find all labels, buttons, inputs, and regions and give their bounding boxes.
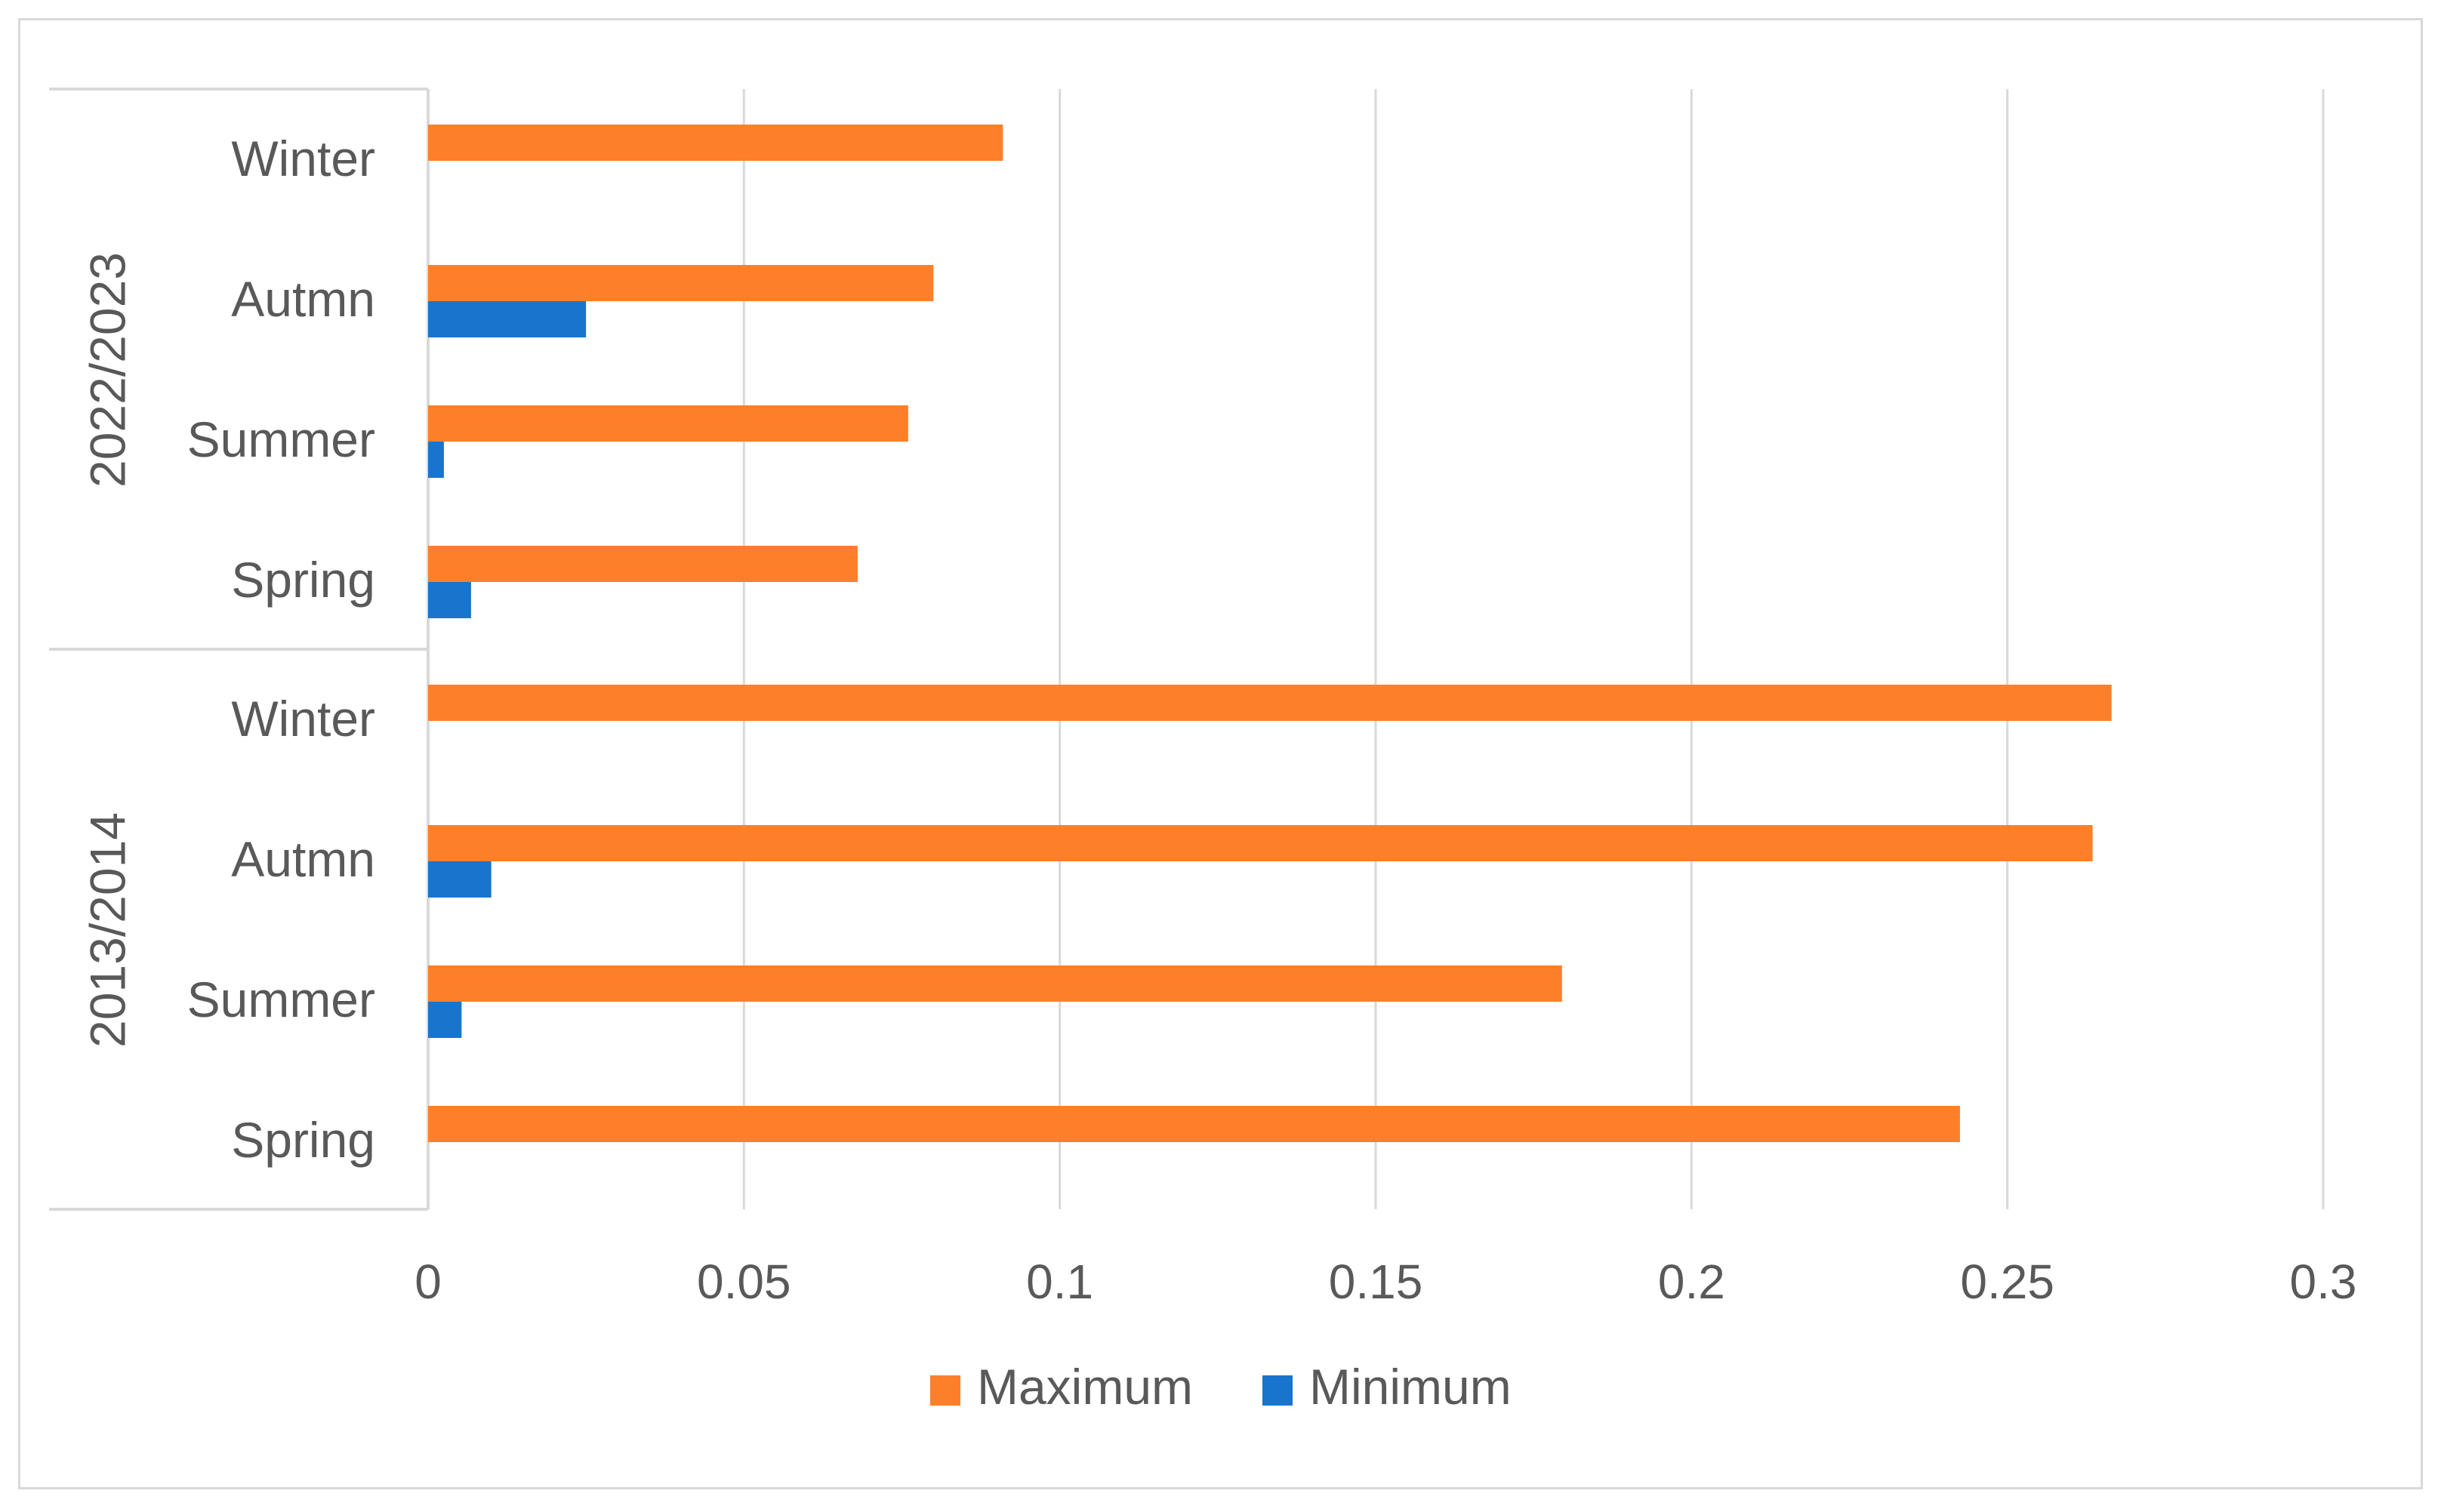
bar-minimum [428, 442, 444, 478]
category-label: Summer [187, 972, 375, 1027]
chart-frame [18, 18, 2423, 1489]
bar-minimum [428, 861, 492, 898]
category-label: Summer [187, 411, 375, 467]
x-tick-label: 0.1 [1026, 1255, 1093, 1309]
x-tick-label: 0.3 [2290, 1255, 2357, 1309]
category-label: Spring [231, 552, 375, 608]
category-label: Winter [231, 131, 375, 186]
legend-swatch-maximum [930, 1375, 960, 1406]
bar-maximum [428, 1106, 1960, 1142]
bar-minimum [428, 301, 587, 337]
bar-maximum [428, 965, 1562, 1002]
legend-label-maximum: Maximum [977, 1359, 1193, 1415]
bar-maximum [428, 825, 2093, 861]
group-label: 2022/2023 [79, 252, 135, 488]
legend-swatch-minimum [1262, 1375, 1293, 1406]
x-tick-label: 0.25 [1960, 1255, 2054, 1309]
legend-label-minimum: Minimum [1309, 1359, 1512, 1415]
category-label: Autmn [231, 271, 375, 327]
category-label: Spring [231, 1112, 375, 1168]
x-tick-label: 0 [415, 1255, 442, 1309]
x-tick-label: 0.15 [1329, 1255, 1423, 1309]
category-label: Winter [231, 691, 375, 747]
x-tick-label: 0.2 [1658, 1255, 1725, 1309]
group-label: 2013/2014 [79, 812, 135, 1048]
x-tick-label: 0.05 [697, 1255, 791, 1309]
bar-minimum [428, 1002, 462, 1038]
bar-minimum [428, 582, 471, 618]
gridlines [742, 89, 2325, 1209]
legend: Maximum Minimum [930, 1359, 1512, 1415]
bar-maximum [428, 546, 858, 582]
bar-maximum [428, 685, 2112, 721]
bar-maximum [428, 405, 908, 442]
bars [428, 125, 2112, 1142]
bar-maximum [428, 265, 934, 301]
x-tick-labels: 0 0.05 0.1 0.15 0.2 0.25 0.3 [415, 1255, 2356, 1309]
category-label: Autmn [231, 831, 375, 887]
bar-maximum [428, 125, 1003, 161]
category-labels: Winter Autmn Summer Spring 2022/2023 Winter Au… [79, 131, 375, 1168]
